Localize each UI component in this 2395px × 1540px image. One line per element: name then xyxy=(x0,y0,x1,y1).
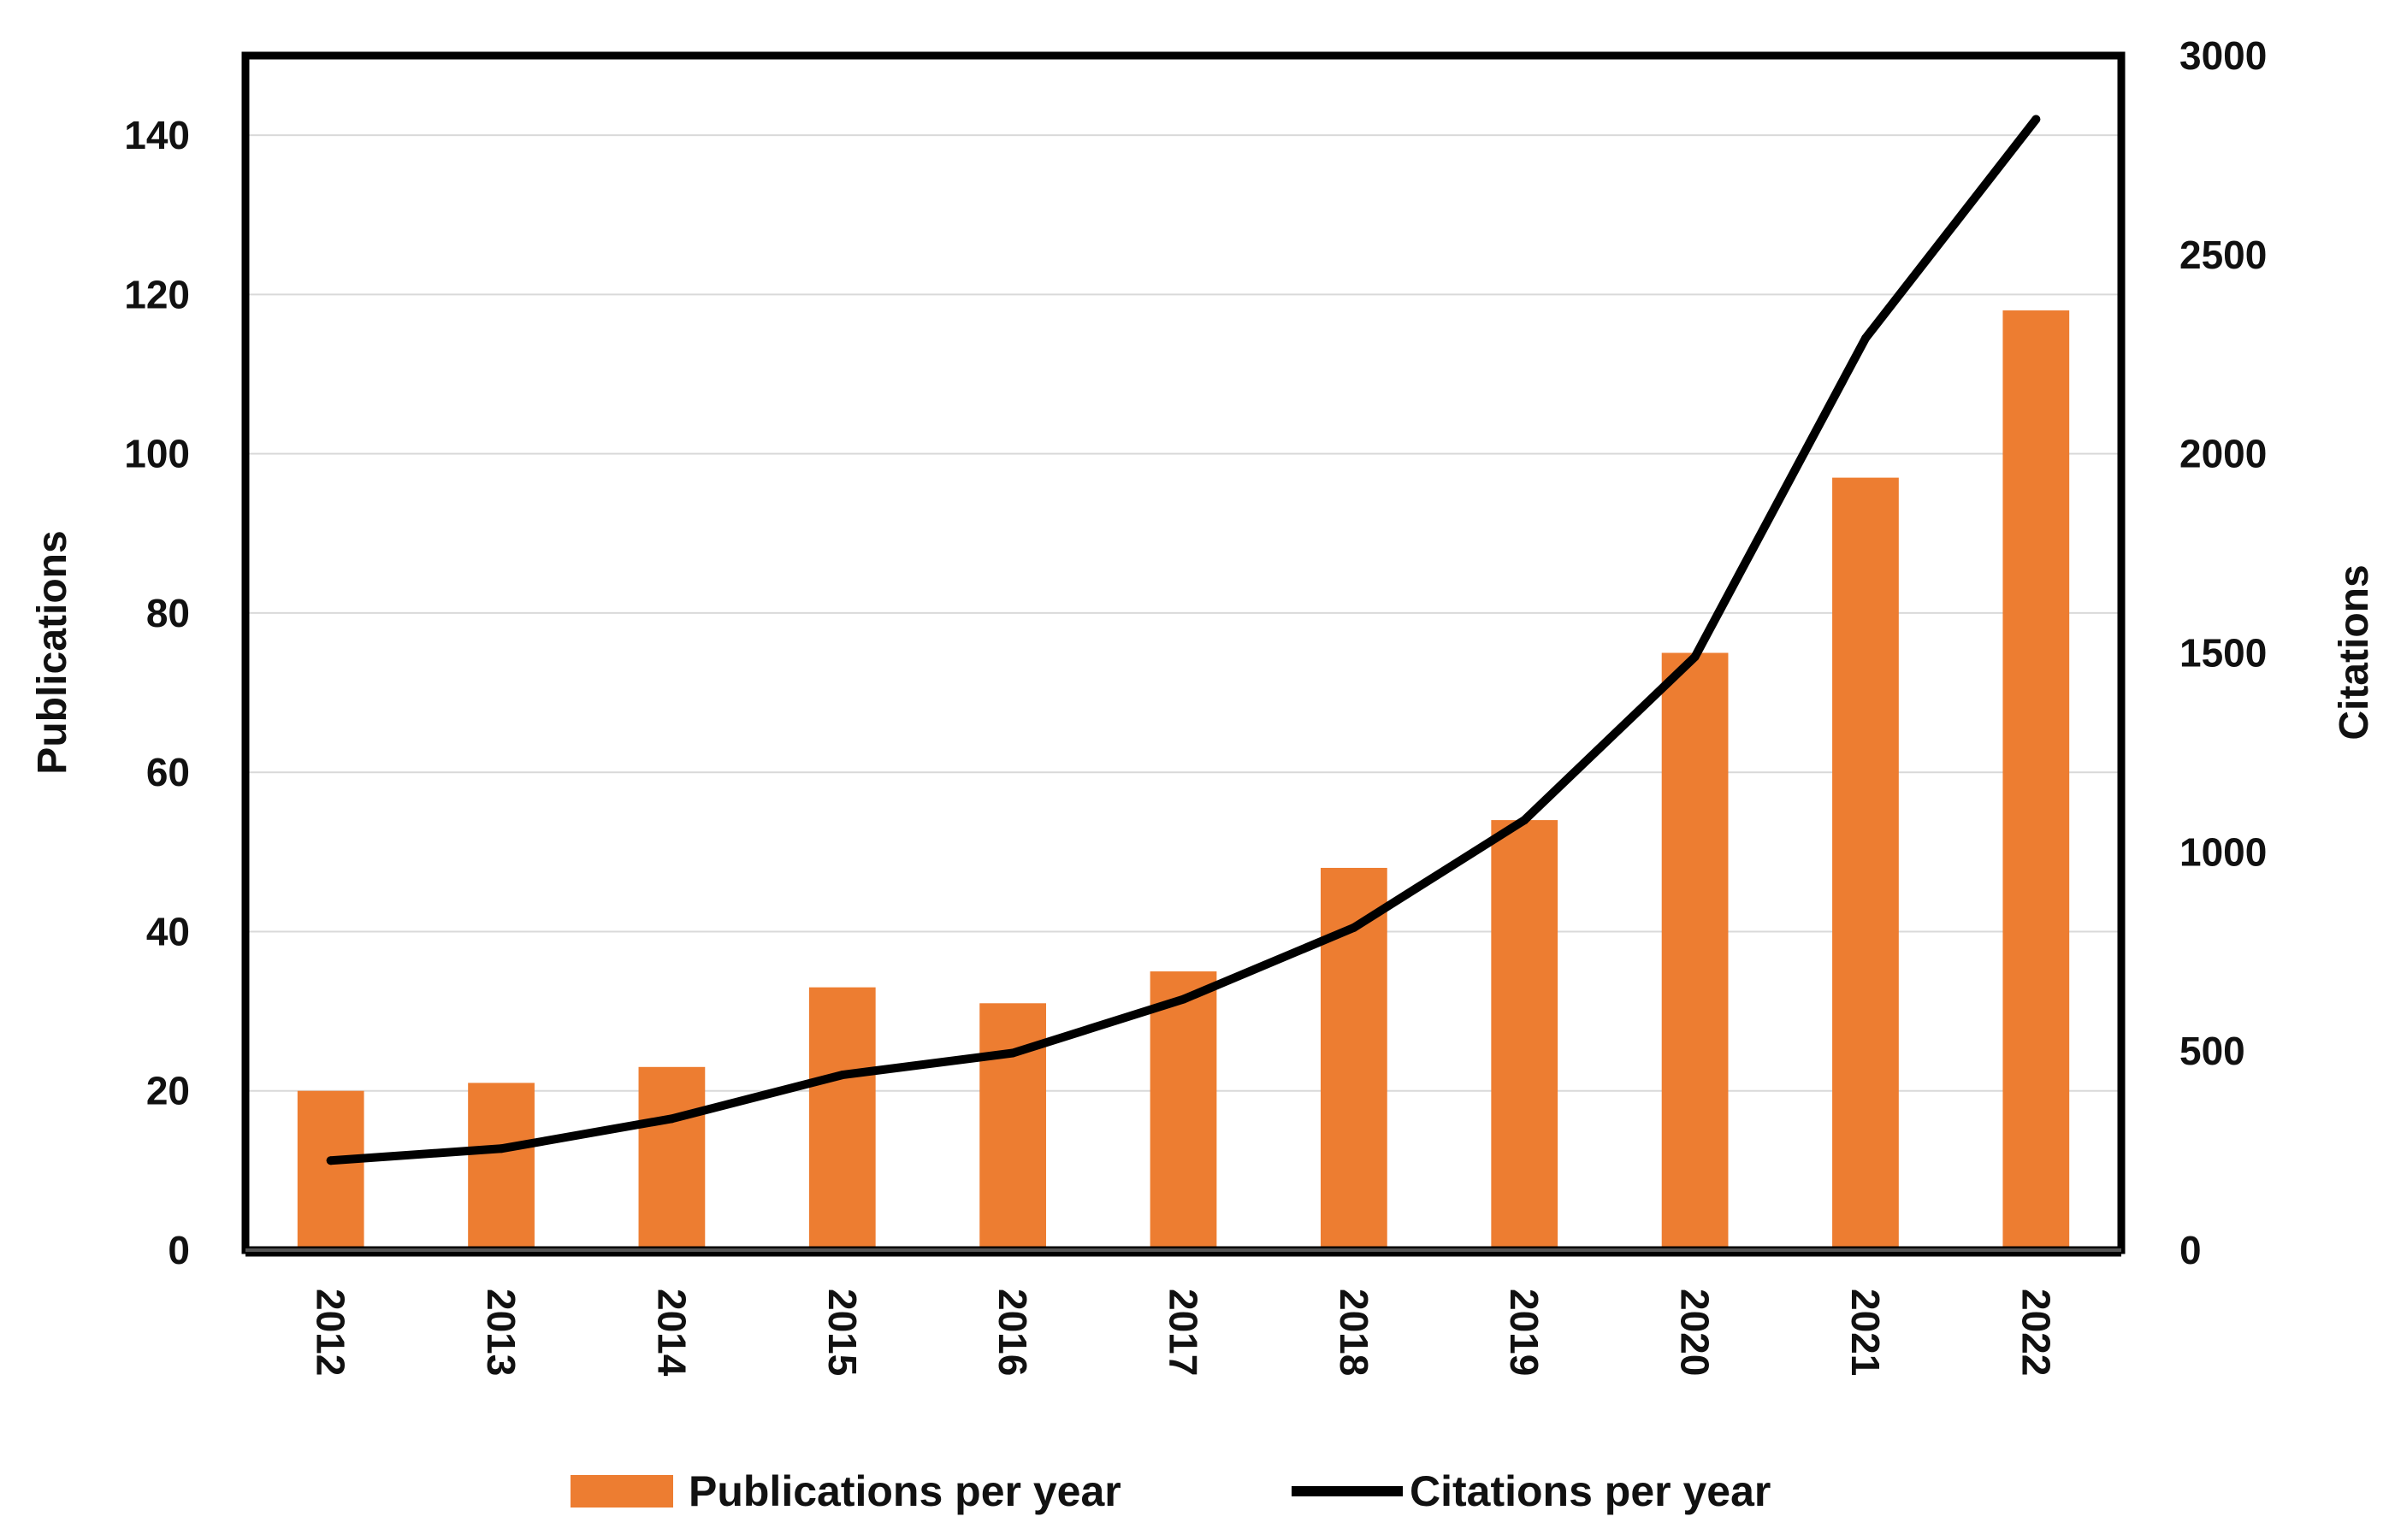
citations-point-2014 xyxy=(667,1114,677,1124)
bar-2019 xyxy=(1491,820,1558,1250)
x-tick-label: 2018 xyxy=(1332,1289,1376,1376)
x-tick-label: 2015 xyxy=(820,1289,865,1376)
legend-swatch-publications xyxy=(571,1475,673,1508)
right-tick-label: 1000 xyxy=(2179,829,2267,874)
x-tick-label: 2016 xyxy=(991,1289,1035,1376)
left-tick-label: 0 xyxy=(168,1228,190,1272)
right-tick-label: 0 xyxy=(2179,1228,2202,1272)
right-tick-label: 2000 xyxy=(2179,432,2267,476)
bar-2012 xyxy=(297,1090,364,1250)
bar-2022 xyxy=(2002,310,2070,1251)
citations-point-2013 xyxy=(497,1144,506,1154)
left-tick-label: 80 xyxy=(146,591,190,635)
bar-2013 xyxy=(468,1083,535,1250)
x-tick-label: 2017 xyxy=(1162,1289,1206,1376)
x-tick-label: 2020 xyxy=(1673,1289,1718,1376)
citations-line-group xyxy=(326,115,2041,1165)
gridlines xyxy=(245,134,2121,1092)
x-tick-label: 2012 xyxy=(309,1289,353,1376)
bar-2016 xyxy=(979,1003,1047,1250)
right-tick-label: 2500 xyxy=(2179,233,2267,277)
legend-label-publications: Publications per year xyxy=(689,1467,1121,1515)
bar-2017 xyxy=(1150,971,1217,1250)
citations-point-2020 xyxy=(1690,652,1700,662)
left-tick-label: 140 xyxy=(124,113,190,157)
right-tick-label: 1500 xyxy=(2179,631,2267,676)
x-tick-label: 2014 xyxy=(649,1289,694,1377)
left-axis-ticks: 0 20 40 60 80 100 120 140 xyxy=(124,113,190,1272)
left-tick-label: 100 xyxy=(124,432,190,476)
left-tick-label: 20 xyxy=(146,1069,190,1113)
citations-point-2015 xyxy=(837,1071,847,1080)
right-tick-label: 3000 xyxy=(2179,33,2267,78)
citations-point-2019 xyxy=(1520,816,1529,825)
bar-2020 xyxy=(1661,652,1729,1250)
right-tick-label: 500 xyxy=(2179,1029,2245,1073)
left-axis-title: Publications xyxy=(30,530,75,774)
bar-2021 xyxy=(1832,477,1899,1250)
citations-point-2016 xyxy=(1008,1048,1018,1058)
bar-2015 xyxy=(808,987,876,1250)
right-axis-title: Citations xyxy=(2332,564,2377,740)
x-tick-label: 2022 xyxy=(2014,1289,2058,1376)
citations-point-2012 xyxy=(326,1156,335,1165)
left-tick-label: 120 xyxy=(124,272,190,316)
citations-point-2017 xyxy=(1179,994,1188,1004)
x-tick-label: 2021 xyxy=(1843,1289,1888,1376)
publications-bars xyxy=(297,310,2070,1251)
citations-point-2018 xyxy=(1349,923,1358,932)
x-tick-label: 2019 xyxy=(1502,1289,1546,1376)
legend-label-citations: Citations per year xyxy=(1410,1467,1771,1515)
legend: Publications per year Citations per year xyxy=(571,1467,1771,1515)
bar-2014 xyxy=(638,1066,706,1250)
citations-point-2022 xyxy=(2031,115,2041,124)
x-tick-label: 2013 xyxy=(479,1289,523,1376)
x-axis-ticks: 2012 2013 2014 2015 2016 2017 2018 2019 2020 2021… xyxy=(245,1248,2121,1377)
right-axis-ticks: 0 500 1000 1500 2000 2500 3000 xyxy=(2179,33,2267,1272)
citations-point-2021 xyxy=(1860,333,1870,343)
left-tick-label: 40 xyxy=(146,909,190,953)
left-tick-label: 60 xyxy=(146,750,190,794)
